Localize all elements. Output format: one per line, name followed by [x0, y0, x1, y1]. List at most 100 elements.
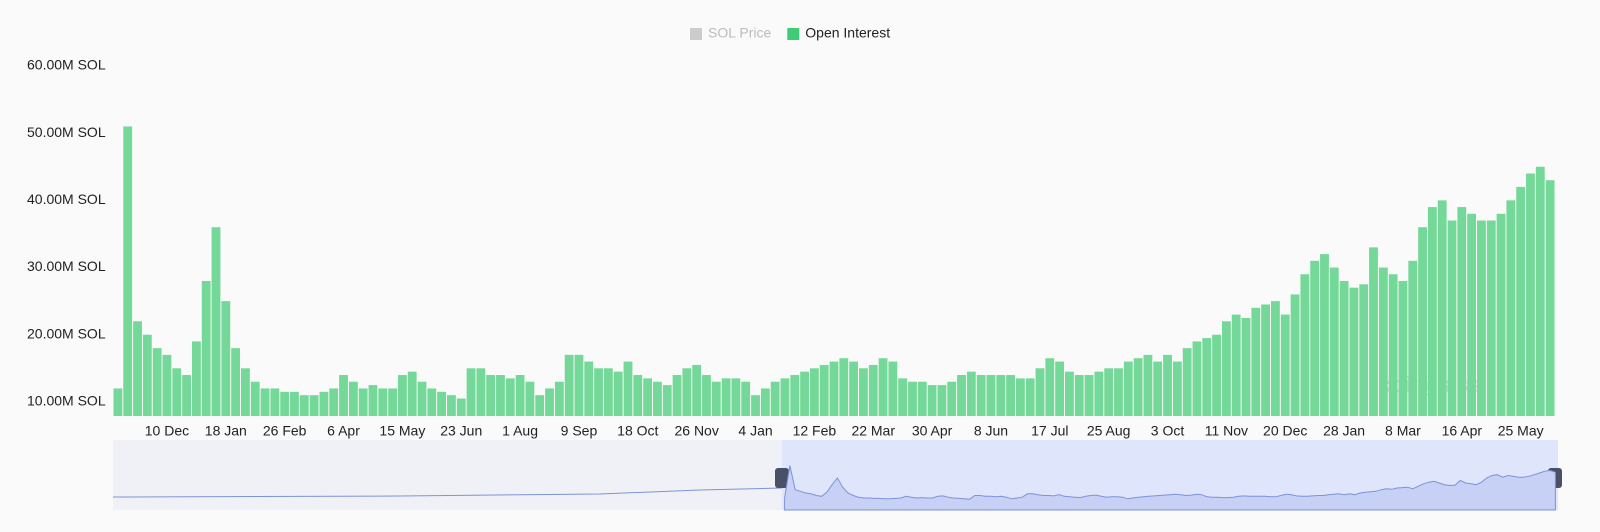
x-tick-label: 30 Apr — [912, 423, 953, 439]
bar — [476, 368, 486, 416]
bar — [1486, 220, 1496, 416]
legend-label[interactable]: Open Interest — [805, 25, 890, 41]
bar — [1310, 260, 1320, 416]
bar — [1065, 371, 1074, 416]
bar — [1221, 321, 1231, 416]
bar — [1526, 173, 1535, 416]
bar — [643, 378, 653, 416]
bar — [927, 385, 937, 416]
bar — [1133, 358, 1143, 416]
bar — [142, 334, 152, 416]
bar — [437, 391, 447, 416]
bar — [1231, 314, 1241, 416]
x-tick-label: 16 Apr — [1442, 423, 1483, 439]
y-tick-label: 10.00M SOL — [27, 393, 106, 409]
bar — [1084, 375, 1094, 416]
bar — [1251, 307, 1261, 416]
bar — [633, 375, 643, 416]
bar — [447, 395, 456, 416]
bar — [358, 388, 368, 416]
bar — [1349, 287, 1359, 416]
x-tick-label: 22 Mar — [851, 423, 895, 439]
bar — [1271, 301, 1280, 416]
bar — [976, 375, 986, 416]
bar — [888, 361, 898, 416]
bar — [908, 381, 917, 416]
bar — [309, 395, 319, 416]
bar — [397, 375, 407, 416]
bar — [780, 378, 790, 416]
bar — [554, 381, 564, 416]
bar — [123, 126, 133, 416]
bar — [1035, 368, 1045, 416]
x-tick-label: 12 Feb — [793, 423, 837, 439]
bar — [486, 375, 496, 416]
bar — [584, 361, 594, 416]
bar — [1496, 213, 1506, 416]
bar — [1398, 280, 1408, 416]
bar — [849, 361, 859, 416]
bar — [603, 368, 613, 416]
bar — [388, 388, 397, 416]
bar — [1212, 334, 1221, 416]
bar — [1329, 267, 1339, 416]
bar — [1437, 200, 1447, 416]
bar — [172, 368, 182, 416]
x-tick-label: 11 Nov — [1205, 423, 1248, 439]
bar — [211, 227, 221, 416]
bar — [250, 381, 260, 416]
x-tick-label: 23 Jun — [440, 423, 482, 439]
bar — [574, 354, 584, 416]
bar — [1074, 375, 1084, 416]
bar — [809, 368, 819, 416]
x-tick-label: 28 Jan — [1323, 423, 1365, 439]
bar — [201, 280, 211, 416]
bar — [270, 388, 280, 416]
bar — [623, 361, 633, 416]
x-tick-label: 18 Oct — [617, 423, 658, 439]
x-tick-label: 20 Dec — [1263, 423, 1307, 439]
bar — [1477, 220, 1486, 416]
bar — [986, 375, 996, 416]
bar — [741, 381, 751, 416]
bar — [868, 364, 878, 416]
bar — [1094, 371, 1104, 416]
bar — [1172, 361, 1182, 416]
x-tick-label: 9 Sep — [561, 423, 598, 439]
bar — [407, 371, 417, 416]
bar — [594, 368, 603, 416]
bar — [613, 371, 623, 416]
legend-label[interactable]: SOL Price — [708, 25, 771, 41]
bar — [1025, 378, 1035, 416]
bar — [859, 368, 868, 416]
bar — [525, 381, 535, 416]
bar — [231, 348, 241, 416]
bar — [1153, 361, 1163, 416]
bar — [152, 348, 162, 416]
bar — [1427, 207, 1437, 416]
bar — [800, 371, 809, 416]
bar — [1457, 207, 1467, 416]
bar — [319, 391, 329, 416]
legend-swatch — [690, 28, 702, 40]
bar — [348, 381, 358, 416]
bar — [966, 371, 976, 416]
legend-swatch — [787, 28, 800, 40]
navigator-handle[interactable] — [775, 468, 789, 488]
bar — [280, 391, 290, 416]
bar — [1280, 314, 1290, 416]
bar — [241, 368, 250, 416]
bar — [1545, 180, 1555, 416]
bar — [829, 361, 839, 416]
bar — [662, 385, 672, 416]
bar — [672, 375, 682, 416]
bar — [505, 378, 515, 416]
bar — [1143, 354, 1153, 416]
bar — [1123, 361, 1133, 416]
bar — [1261, 304, 1271, 416]
y-tick-label: 30.00M SOL — [27, 258, 106, 274]
bar — [564, 354, 574, 416]
bar — [378, 388, 388, 416]
x-tick-label: 17 Jul — [1031, 423, 1068, 439]
x-tick-label: 6 Apr — [327, 423, 360, 439]
